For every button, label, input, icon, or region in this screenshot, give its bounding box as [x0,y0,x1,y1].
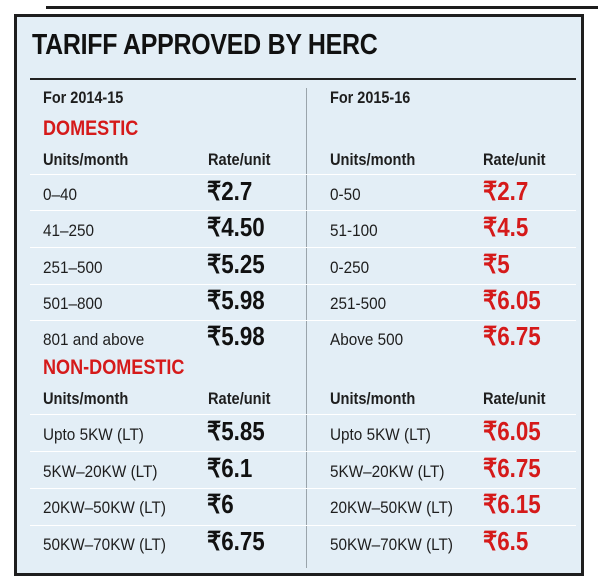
top-rule [46,6,598,9]
domestic-row-1-units-2014: 0–40 [43,185,78,204]
domestic-row-3-units-2015: 0-250 [330,258,370,277]
non-domestic-row-1-units-2015: Upto 5KW (LT) [330,425,431,444]
domestic-row-2-rate-2014: ₹4.50 [207,212,265,242]
non-domestic-row-2-units-2015: 5KW–20KW (LT) [330,462,445,481]
non-domestic-rate-header-right: Rate/unit [483,389,546,408]
tariff-card [14,14,584,576]
row-separator [30,451,576,452]
row-separator [30,247,576,248]
row-separator [30,414,576,415]
domestic-row-4-units-2014: 501–800 [43,294,103,313]
period-2015-16: For 2015-16 [330,88,411,107]
tariff-title: TARIFF APPROVED BY HERC [32,29,378,61]
non-domestic-row-2-rate-2014: ₹6.1 [207,453,253,483]
domestic-rate-header-left: Rate/unit [208,150,271,169]
domestic-row-4-units-2015: 251-500 [330,294,387,313]
domestic-rate-header-right: Rate/unit [483,150,546,169]
row-separator [30,488,576,489]
domestic-units-header-right: Units/month [330,150,416,169]
non-domestic-row-2-units-2014: 5KW–20KW (LT) [43,462,158,481]
non-domestic-row-2-rate-2015: ₹6.75 [483,453,541,483]
non-domestic-row-3-rate-2015: ₹6.15 [483,489,541,519]
column-divider [306,88,307,568]
title-divider [30,78,576,80]
domestic-row-1-rate-2015: ₹2.7 [483,176,529,206]
domestic-heading: DOMESTIC [43,117,139,140]
non-domestic-row-1-rate-2014: ₹5.85 [207,416,265,446]
row-separator [30,320,576,321]
non-domestic-row-4-units-2015: 50KW–70KW (LT) [330,535,454,554]
non-domestic-row-4-rate-2015: ₹6.5 [483,526,529,556]
row-separator [30,174,576,175]
domestic-row-4-rate-2015: ₹6.05 [483,285,541,315]
non-domestic-row-3-units-2015: 20KW–50KW (LT) [330,498,454,517]
domestic-row-3-rate-2014: ₹5.25 [207,249,265,279]
domestic-units-header-left: Units/month [43,150,129,169]
non-domestic-row-3-units-2014: 20KW–50KW (LT) [43,498,167,517]
domestic-row-2-units-2014: 41–250 [43,221,95,240]
non-domestic-row-4-rate-2014: ₹6.75 [207,526,265,556]
row-separator [30,284,576,285]
domestic-row-1-units-2015: 0-50 [330,185,361,204]
non-domestic-heading: NON-DOMESTIC [43,356,185,379]
domestic-row-4-rate-2014: ₹5.98 [207,285,265,315]
non-domestic-rate-header-left: Rate/unit [208,389,271,408]
non-domestic-row-3-rate-2014: ₹6 [207,489,234,519]
domestic-row-2-units-2015: 51-100 [330,221,378,240]
non-domestic-units-header-left: Units/month [43,389,129,408]
non-domestic-row-1-rate-2015: ₹6.05 [483,416,541,446]
period-2014-15: For 2014-15 [43,88,124,107]
domestic-row-5-rate-2014: ₹5.98 [207,321,265,351]
domestic-row-3-rate-2015: ₹5 [483,249,510,279]
domestic-row-2-rate-2015: ₹4.5 [483,212,529,242]
row-separator [30,525,576,526]
top-cutoff-header [0,0,598,12]
domestic-row-3-units-2014: 251–500 [43,258,103,277]
domestic-row-5-units-2015: Above 500 [330,330,404,349]
domestic-row-1-rate-2014: ₹2.7 [207,176,253,206]
row-separator [30,210,576,211]
domestic-row-5-units-2014: 801 and above [43,330,145,349]
domestic-row-5-rate-2015: ₹6.75 [483,321,541,351]
non-domestic-units-header-right: Units/month [330,389,416,408]
non-domestic-row-1-units-2014: Upto 5KW (LT) [43,425,144,444]
non-domestic-row-4-units-2014: 50KW–70KW (LT) [43,535,167,554]
